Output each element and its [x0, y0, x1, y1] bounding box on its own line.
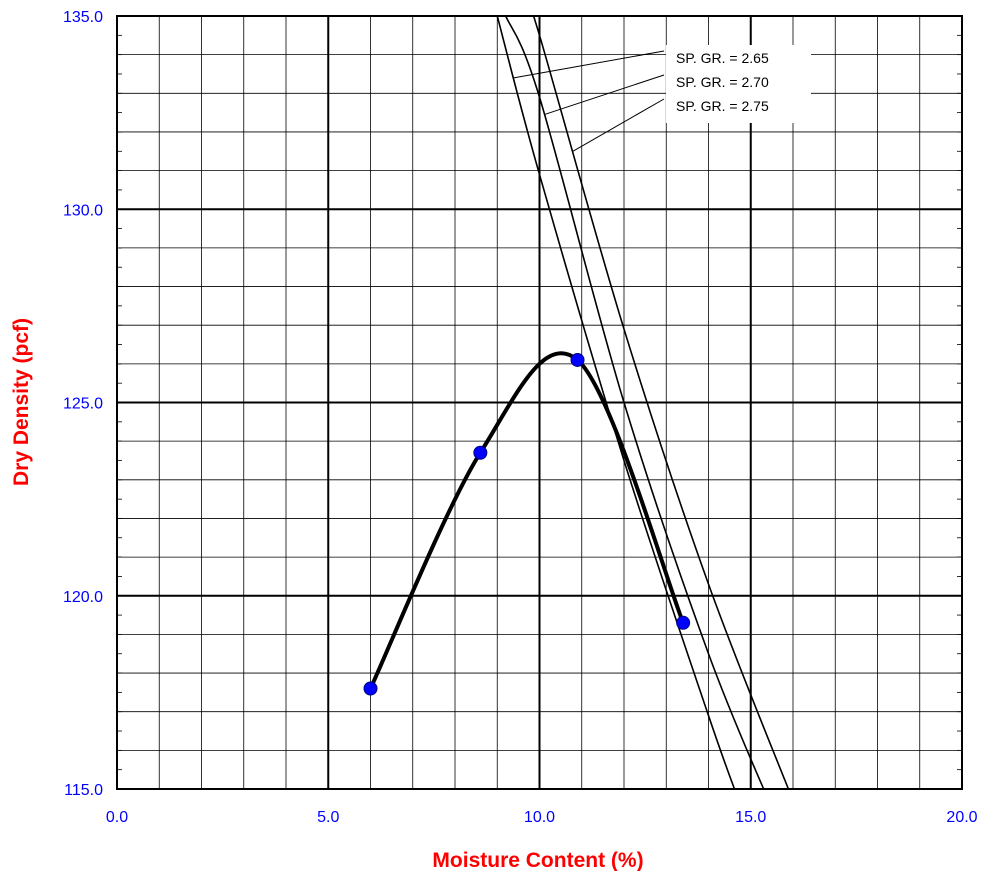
x-axis-title: Moisture Content (%)	[432, 849, 643, 871]
legend: SP. GR. = 2.65 SP. GR. = 2.70 SP. GR. = 2.…	[513, 45, 811, 152]
x-tick-label: 15.0	[735, 809, 766, 826]
plot-frame	[116, 15, 963, 790]
x-tick-label: 0.0	[106, 809, 128, 826]
zav-line	[496, 16, 736, 789]
legend-leader-line	[572, 98, 665, 152]
zav-line	[504, 16, 765, 789]
y-tick-label: 130.0	[63, 202, 103, 219]
y-tick-label: 135.0	[63, 9, 103, 26]
x-tick-label: 5.0	[317, 809, 339, 826]
data-point	[570, 352, 585, 367]
y-tick-label: 115.0	[64, 782, 103, 799]
legend-leader-line	[544, 74, 665, 116]
zav-line	[530, 16, 790, 789]
legend-leader-line	[513, 50, 665, 79]
legend-label: SP. GR. = 2.75	[676, 98, 769, 114]
y-axis-title: Dry Density (pcf)	[10, 318, 33, 486]
zero-air-voids-lines	[496, 16, 790, 789]
data-point	[473, 445, 488, 460]
data-point	[676, 615, 691, 630]
x-tick-label: 20.0	[946, 809, 977, 826]
y-tick-label: 125.0	[63, 396, 103, 413]
data-point	[363, 681, 378, 696]
legend-label: SP. GR. = 2.70	[676, 74, 769, 90]
compaction-curve	[368, 351, 686, 691]
y-tick-label: 120.0	[63, 589, 103, 606]
tick-labels: 0.0 5.0 10.0 15.0 20.0 115.0 120.0 125.0 130.0 13…	[63, 9, 978, 826]
legend-box	[666, 45, 811, 123]
legend-label: SP. GR. = 2.65	[676, 50, 769, 66]
data-series	[363, 351, 691, 696]
x-tick-label: 10.0	[524, 809, 555, 826]
